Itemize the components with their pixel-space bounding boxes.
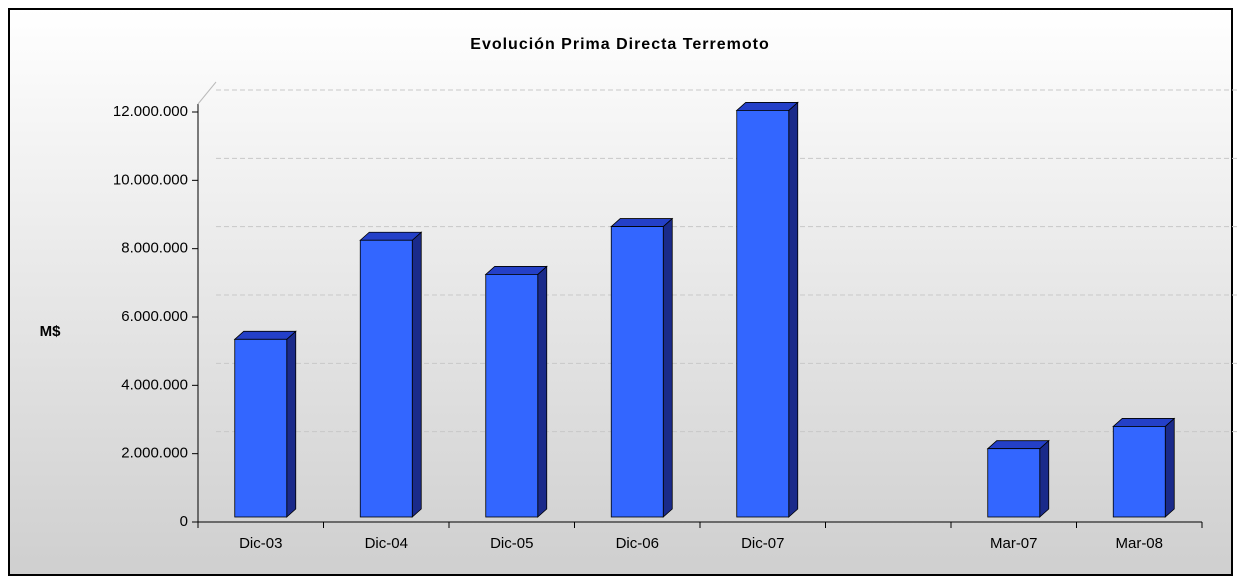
wall-edge [197, 81, 217, 105]
x-tick-label: Dic-04 [365, 535, 408, 552]
bar-top [735, 102, 799, 111]
bar-side [788, 101, 799, 518]
y-tick-label: 0 [180, 513, 188, 530]
x-tick-label: Dic-06 [616, 535, 659, 552]
bar-top [986, 440, 1050, 450]
y-tick-label: 2.000.000 [121, 445, 188, 462]
bar [359, 239, 413, 518]
bar-side [537, 265, 548, 518]
y-tick-label: 8.000.000 [121, 240, 188, 257]
x-tick-label: Mar-08 [1115, 535, 1163, 552]
bar-side [286, 330, 297, 518]
bar-side [411, 231, 422, 518]
bar [610, 226, 664, 518]
y-tick-label: 4.000.000 [121, 376, 188, 393]
bar-top [359, 231, 423, 241]
bar [234, 338, 288, 518]
bar [485, 274, 539, 518]
x-tick-label: Dic-07 [741, 535, 784, 552]
bar-top [484, 266, 548, 275]
x-tick-label: Dic-05 [490, 535, 533, 552]
bar [736, 110, 790, 518]
bar-top [233, 330, 297, 340]
y-tick-label: 12.000.000 [113, 103, 188, 120]
chart-title: Evolución Prima Directa Terremoto [470, 36, 769, 53]
bar-side [662, 217, 673, 518]
y-tick-label: 6.000.000 [121, 308, 188, 325]
y-axis-label: M$ [40, 323, 61, 340]
x-tick-label: Dic-03 [239, 535, 282, 552]
y-tick-label: 10.000.000 [113, 171, 188, 188]
bar-side [1164, 417, 1175, 518]
x-tick-label: Mar-07 [990, 535, 1038, 552]
bar [1112, 426, 1166, 518]
bar-side [1039, 439, 1050, 518]
bar [987, 448, 1041, 518]
bar-top [610, 218, 674, 227]
bar-top [1112, 418, 1176, 427]
